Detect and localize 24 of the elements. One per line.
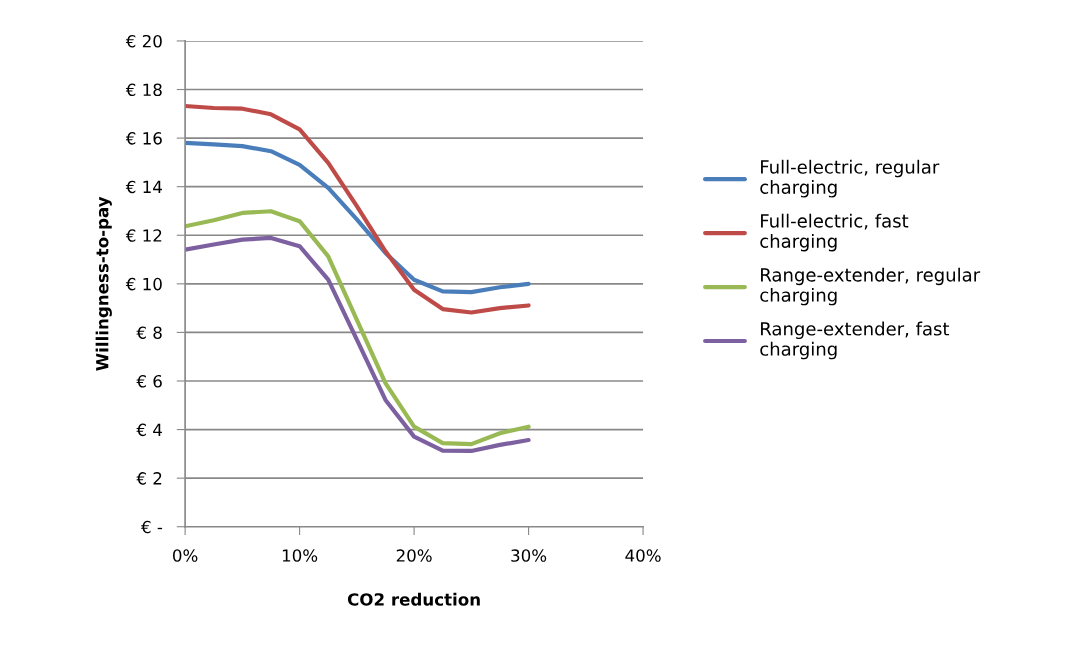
y-tick-label: € 20: [125, 34, 162, 48]
legend-label: Full-electric, fast charging: [760, 213, 909, 252]
y-tick-label: € 18: [125, 83, 162, 97]
x-tick-label: 30%: [511, 549, 547, 562]
legend-label: Full-electric, regular charging: [760, 159, 940, 198]
x-tick-label: 40%: [625, 549, 661, 562]
line-series: [185, 103, 531, 315]
y-tick-label: € 6: [136, 374, 162, 388]
y-tick-label: € 4: [136, 423, 162, 437]
y-tick-label: € 2: [136, 472, 162, 485]
legend-label: Range-extender, fast charging: [760, 321, 950, 360]
y-tick-label: € 12: [125, 229, 162, 242]
y-tick-label: € 10: [125, 277, 162, 291]
x-axis-title: CO2 reduction: [347, 592, 480, 606]
y-tick-label: € -: [140, 520, 163, 534]
x-tick-label: 20%: [396, 549, 432, 562]
y-tick-label: € 8: [136, 326, 162, 339]
x-tick-label: 0%: [172, 549, 198, 562]
y-axis-title: Willingness-to-pay: [95, 196, 112, 371]
legend-label: Range-extender, regular charging: [760, 267, 981, 306]
line-series: [185, 140, 531, 295]
y-tick-label: € 16: [125, 132, 162, 145]
x-tick-label: 10%: [282, 549, 318, 562]
y-tick-label: € 14: [125, 180, 162, 194]
